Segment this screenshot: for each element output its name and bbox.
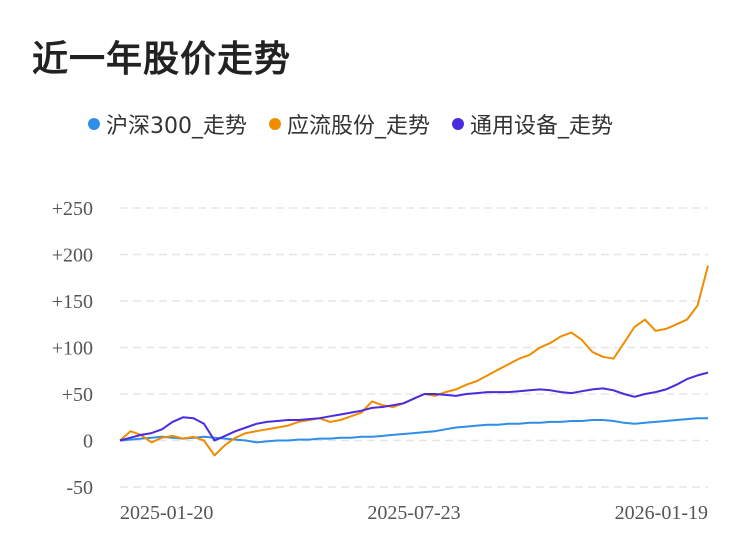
legend: 沪深300_走势 应流股份_走势 通用设备_走势 — [88, 108, 613, 140]
legend-item-yingliu[interactable]: 应流股份_走势 — [269, 108, 430, 140]
x-tick-label: 2025-01-20 — [120, 502, 213, 524]
legend-label-hs300: 沪深300_走势 — [106, 114, 247, 139]
series-line-tongyong — [119, 371, 709, 442]
y-tick-label: +50 — [62, 384, 93, 406]
x-tick-label: 2026-01-19 — [615, 502, 708, 524]
y-tick-label: +100 — [52, 338, 93, 360]
y-tick-label: +250 — [52, 198, 93, 220]
x-tick-label: 2025-07-23 — [367, 502, 460, 524]
y-tick-label: -50 — [66, 477, 93, 499]
legend-dot-tongyong — [452, 118, 465, 130]
legend-item-tongyong[interactable]: 通用设备_走势 — [452, 108, 613, 140]
legend-item-hs300[interactable]: 沪深300_走势 — [88, 108, 247, 140]
legend-label-tongyong: 通用设备_走势 — [470, 114, 614, 139]
series-line-yingliu — [119, 265, 709, 457]
legend-dot-yingliu — [269, 118, 281, 130]
y-tick-label: +150 — [52, 291, 93, 313]
chart-title: 近一年股价走势 — [32, 39, 292, 80]
y-tick-label: +200 — [52, 245, 93, 267]
legend-label-yingliu: 应流股份_走势 — [287, 114, 431, 139]
legend-dot-hs300 — [88, 118, 100, 130]
y-tick-label: 0 — [83, 431, 93, 453]
